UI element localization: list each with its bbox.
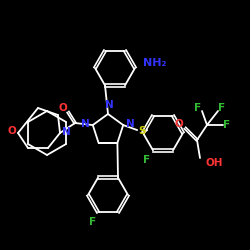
Text: N: N [104, 100, 114, 110]
Text: N: N [126, 119, 134, 129]
Text: O: O [174, 119, 184, 129]
Text: F: F [194, 103, 202, 113]
Text: F: F [144, 155, 150, 165]
Text: N: N [62, 127, 70, 137]
Text: O: O [8, 126, 16, 136]
Text: NH₂: NH₂ [143, 58, 167, 68]
Text: S: S [138, 126, 146, 136]
Text: O: O [58, 103, 68, 113]
Text: F: F [90, 217, 96, 227]
Text: OH: OH [205, 158, 222, 168]
Text: N: N [82, 119, 90, 129]
Text: F: F [224, 120, 230, 130]
Text: F: F [218, 103, 226, 113]
